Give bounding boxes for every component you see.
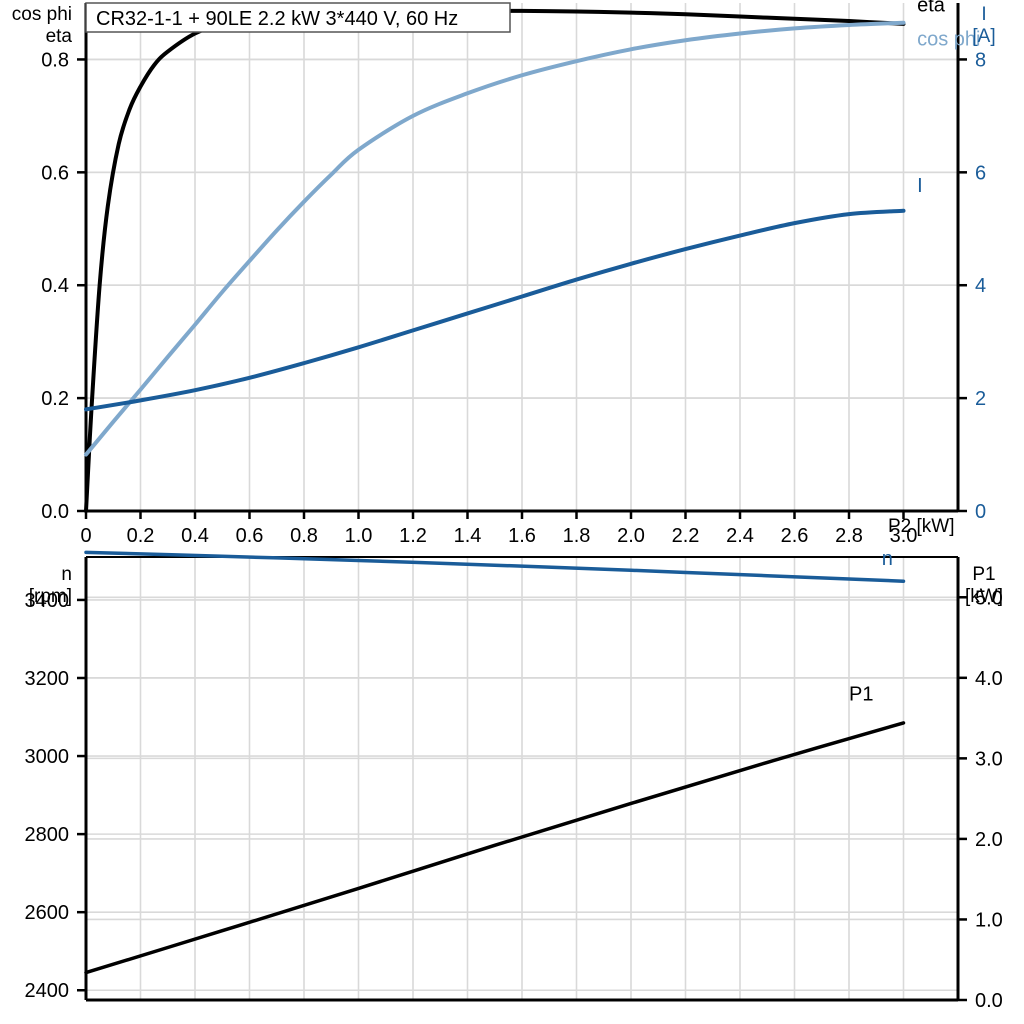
chart-title-text: CR32-1-1 + 90LE 2.2 kW 3*440 V, 60 Hz <box>96 8 458 30</box>
curve-label-eta: eta <box>917 0 946 16</box>
curve-cos-phi <box>84 20 906 457</box>
top-chart-curves <box>84 8 906 513</box>
x-axis-tick-label: 0.6 <box>236 525 264 545</box>
y-axis-tick-label-right: 2 <box>975 388 986 410</box>
x-axis-tick-label: 1.0 <box>345 525 373 545</box>
curve-I <box>84 208 906 412</box>
y-axis-tick-label-right: 3.0 <box>975 748 1003 770</box>
top-right-axis-title-line2: [A] <box>972 26 995 47</box>
title-box <box>85 2 511 33</box>
bottom-left-axis-title-line1: n <box>61 564 72 585</box>
curve-label-n: n <box>882 548 893 570</box>
x-axis-tick-label: 2.6 <box>781 525 809 545</box>
speed-inputpower-chart: 2400 2600 2800 3000 3200 3400 0.0 1.0 2.0 3.0 4.0 5… <box>25 548 1004 1012</box>
top-chart-curve-labels: eta cos phi I <box>917 0 980 197</box>
y-axis-tick-label-left: 0.2 <box>41 388 69 410</box>
top-left-axis-title-line1: cos phi <box>12 4 72 25</box>
y-axis-tick-label-left: 0.0 <box>41 501 69 523</box>
y-axis-tick-label-right: 5.0 <box>975 587 1003 609</box>
efficiency-powerfactor-current-chart: 0 0.2 0.4 0.6 0.8 1.0 1.2 1.4 1.6 1.8 2.0 2.2 2.4 2.6… <box>12 0 996 545</box>
y-axis-tick-label-left: 2400 <box>25 980 70 1002</box>
curve-label-I: I <box>917 175 923 197</box>
curve-P1 <box>84 721 906 975</box>
y-axis-tick-label-left: 0.4 <box>41 275 69 297</box>
y-axis-tick-label-right: 6 <box>975 162 986 184</box>
top-chart-ticks <box>77 58 967 519</box>
y-axis-tick-label-right: 4 <box>975 275 986 297</box>
bottom-chart-curves <box>84 550 906 975</box>
y-axis-tick-label-left: 3200 <box>25 668 70 690</box>
y-axis-tick-label-right: 0 <box>975 501 986 523</box>
curve-label-cos-phi: cos phi <box>917 28 980 50</box>
bottom-chart-curve-labels: n P1 <box>849 548 893 706</box>
top-left-axis-title-line2: eta <box>46 26 73 47</box>
y-axis-tick-label-right: 0.0 <box>975 990 1003 1012</box>
y-axis-tick-label-right: 2.0 <box>975 829 1003 851</box>
top-chart-tick-labels: 0 0.2 0.4 0.6 0.8 1.0 1.2 1.4 1.6 1.8 2.0 2.2 2.4 2.6… <box>41 49 986 545</box>
top-right-axis-title-line1: I <box>981 4 986 25</box>
x-axis-tick-label: 0.4 <box>181 525 209 545</box>
y-axis-tick-label-right: 1.0 <box>975 909 1003 931</box>
x-axis-tick-label: 3.0 <box>890 525 918 545</box>
x-axis-tick-label: 1.2 <box>399 525 427 545</box>
x-axis-tick-label: 2.2 <box>672 525 700 545</box>
x-axis-tick-label: 1.4 <box>454 525 482 545</box>
x-axis-tick-label: 2.8 <box>835 525 863 545</box>
x-axis-tick-label: 2.4 <box>726 525 754 545</box>
y-axis-tick-label-right: 4.0 <box>975 668 1003 690</box>
y-axis-tick-label-left: 0.6 <box>41 162 69 184</box>
curve-label-P1: P1 <box>849 683 873 705</box>
bottom-left-axis-title-line2: [rpm] <box>29 586 72 607</box>
x-axis-tick-label: 0 <box>80 525 91 545</box>
top-x-axis-title: P2 [kW] <box>888 516 955 537</box>
x-axis-tick-label: 0.2 <box>127 525 155 545</box>
top-chart-gridlines <box>85 3 958 512</box>
x-axis-tick-label: 1.8 <box>563 525 591 545</box>
bottom-chart-tick-labels: 2400 2600 2800 3000 3200 3400 0.0 1.0 2.0 3.0 4.0 5… <box>25 587 1003 1012</box>
x-axis-tick-label: 1.6 <box>508 525 536 545</box>
y-axis-tick-label-left: 0.8 <box>41 49 69 71</box>
bottom-right-axis-title-line1: P1 <box>972 564 995 585</box>
y-axis-tick-label-left: 2600 <box>25 902 70 924</box>
y-axis-tick-label-right: 8 <box>975 49 986 71</box>
y-axis-tick-label-left: 2800 <box>25 824 70 846</box>
x-axis-tick-label: 2.0 <box>617 525 645 545</box>
curve-n <box>84 550 906 583</box>
bottom-chart-ticks <box>77 596 967 1002</box>
y-axis-tick-label-left: 3400 <box>25 590 70 612</box>
x-axis-tick-label: 0.8 <box>290 525 318 545</box>
y-axis-tick-label-left: 3000 <box>25 746 70 768</box>
bottom-right-axis-title-line2: [kW] <box>965 586 1003 607</box>
